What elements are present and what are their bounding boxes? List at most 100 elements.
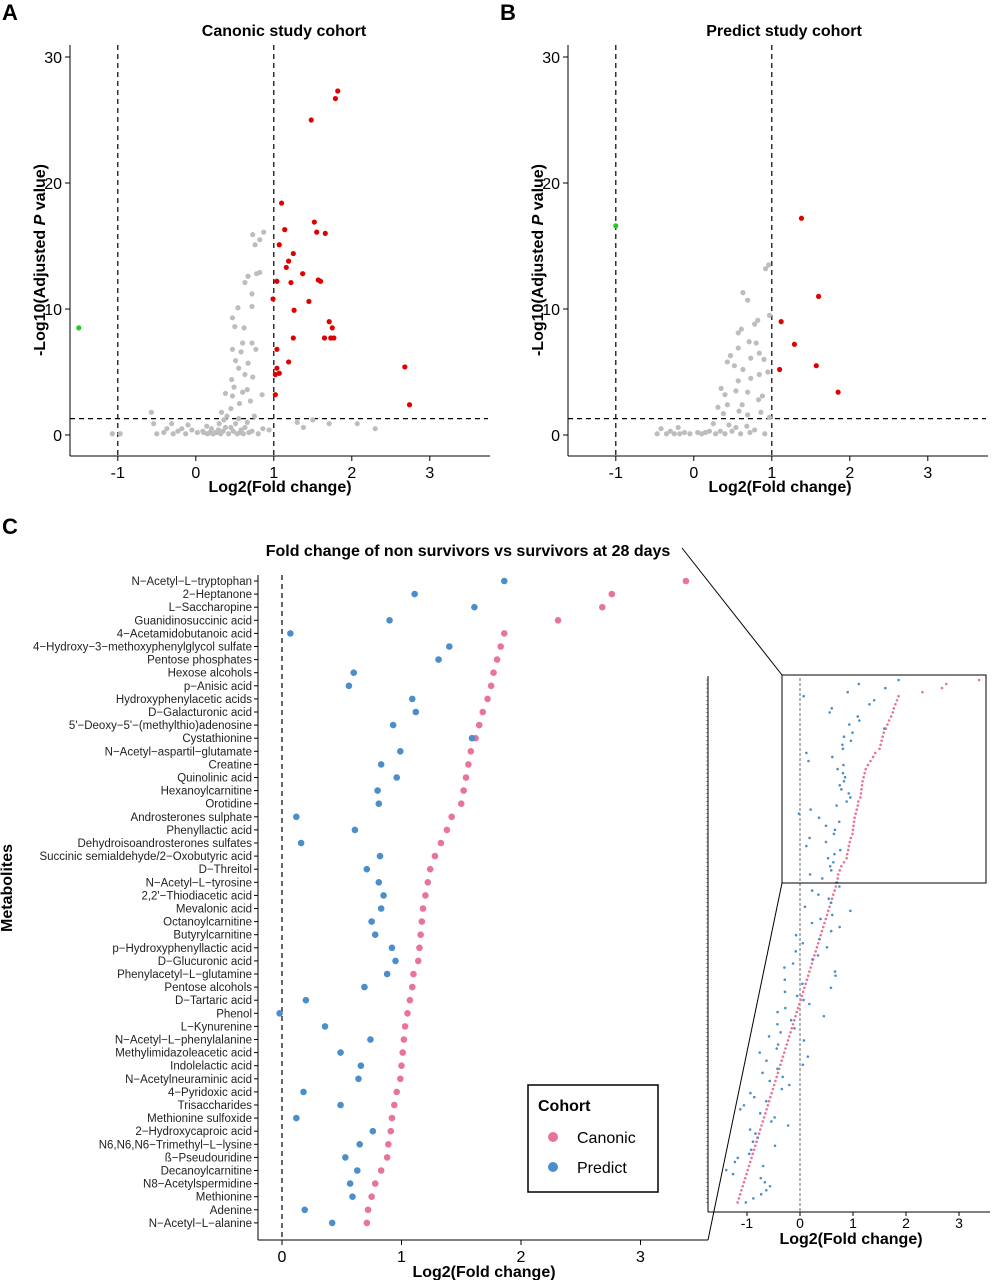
inset-point-canonic xyxy=(826,909,830,913)
b-point-ns xyxy=(722,392,728,398)
point-canonic xyxy=(398,1062,405,1069)
inset-point-predict xyxy=(761,1164,765,1168)
b-point-ns xyxy=(663,431,670,437)
point-predict xyxy=(337,1101,344,1109)
inset-point-predict xyxy=(758,1112,762,1115)
inset-point-canonic xyxy=(799,998,802,1002)
a-point-down xyxy=(76,325,82,331)
inset-point-predict xyxy=(783,966,786,969)
inset-point-canonic xyxy=(824,917,828,921)
a-point-ns xyxy=(185,422,191,428)
a-point-up xyxy=(290,335,296,341)
a-point-ns xyxy=(221,417,227,423)
inset-point-canonic xyxy=(794,1014,797,1018)
a-point-ns xyxy=(294,419,300,425)
a-point-ns xyxy=(300,424,307,431)
inset-point-predict xyxy=(842,735,846,738)
metabolite-label: N−Acetyl−L−tryptophan xyxy=(131,576,252,588)
a-point-ns xyxy=(228,424,234,431)
b-point-up xyxy=(798,215,805,221)
inset-point-predict xyxy=(833,828,837,832)
b-point-ns xyxy=(752,321,758,327)
inset-point-canonic xyxy=(852,820,856,824)
point-predict xyxy=(411,590,418,598)
b-point-ns xyxy=(713,431,719,437)
metabolite-label: N−Acetyl−L−tyrosine xyxy=(146,877,252,889)
metabolite-label: Trisaccharides xyxy=(178,1100,253,1112)
point-canonic xyxy=(487,682,495,690)
a-x-tick-label: 0 xyxy=(191,465,200,482)
metabolite-label: Dehydroisoandrosterones sulfates xyxy=(77,838,252,850)
inset-point-predict xyxy=(830,707,834,710)
inset-point-predict xyxy=(838,925,841,929)
legend-label-predict: Predict xyxy=(577,1160,627,1177)
b-point-ns xyxy=(675,424,681,431)
inset-point-predict xyxy=(770,1120,773,1123)
inset-point-predict xyxy=(847,792,851,795)
a-point-ns xyxy=(194,429,200,436)
b-point-ns xyxy=(724,402,730,408)
inset-point-predict xyxy=(802,694,806,698)
inset-point-predict xyxy=(759,1193,763,1196)
point-predict xyxy=(355,1075,362,1083)
metabolite-label: D−Galacturonic acid xyxy=(148,707,252,719)
a-point-ns xyxy=(224,413,230,419)
inset-point-predict xyxy=(801,982,804,986)
a-point-up xyxy=(402,364,408,370)
point-predict xyxy=(337,1049,344,1056)
inset-point-canonic xyxy=(746,1168,750,1172)
point-predict xyxy=(276,1010,283,1017)
inset-point-canonic xyxy=(770,1091,773,1095)
a-point-up xyxy=(326,319,332,325)
inset-point-canonic xyxy=(879,743,882,747)
b-point-ns xyxy=(729,428,735,434)
metabolite-label: Phenylacetyl−L−glutamine xyxy=(117,969,252,981)
inset-point-predict xyxy=(847,723,851,726)
inset-point-canonic xyxy=(743,1176,747,1180)
inset-point-predict xyxy=(840,788,843,791)
b-point-ns xyxy=(724,359,730,365)
point-canonic xyxy=(465,761,472,768)
metabolite-label: 2−Hydroxycaproic acid xyxy=(135,1126,252,1138)
inset-point-canonic xyxy=(861,779,864,783)
a-point-ns xyxy=(210,431,216,437)
b-point-ns xyxy=(715,404,721,410)
inset-point-predict xyxy=(857,682,861,686)
a-point-ns xyxy=(161,429,167,436)
inset-point-predict xyxy=(842,779,846,783)
inset-point-predict xyxy=(791,962,795,965)
inset-point-predict xyxy=(829,869,833,872)
inset-point-canonic xyxy=(842,860,846,864)
inset-point-canonic xyxy=(809,966,812,969)
a-point-ns xyxy=(249,340,255,346)
panel-a-threshold-lines xyxy=(70,45,488,456)
b-x-tick-label: 1 xyxy=(767,465,776,482)
inset-point-canonic xyxy=(849,836,853,840)
a-point-ns xyxy=(232,324,238,330)
inset-point-predict xyxy=(810,889,814,892)
inset-point-predict xyxy=(784,1006,787,1010)
inset-point-canonic xyxy=(813,954,816,957)
inset-point-canonic xyxy=(828,905,831,909)
a-point-ns xyxy=(229,346,236,352)
point-predict xyxy=(353,1167,361,1174)
inset-point-canonic xyxy=(775,1075,778,1079)
panel-b-y-label: -Log10(Adjusted P value) xyxy=(530,164,547,356)
point-canonic xyxy=(417,931,424,938)
inset-point-canonic xyxy=(834,885,838,888)
point-canonic xyxy=(418,918,426,925)
a-point-up xyxy=(286,258,292,264)
zoom-connector-top xyxy=(681,547,783,676)
inset-point-predict xyxy=(765,1059,768,1062)
a-point-up xyxy=(282,227,288,233)
point-canonic xyxy=(406,996,414,1004)
point-predict xyxy=(377,905,385,912)
inset-point-canonic xyxy=(836,873,840,876)
point-predict xyxy=(397,748,404,755)
point-canonic xyxy=(484,695,491,703)
b-point-ns xyxy=(748,375,754,381)
inset-point-canonic xyxy=(800,994,804,998)
inset-point-canonic xyxy=(823,921,826,925)
a-point-ns xyxy=(249,291,255,297)
point-canonic xyxy=(462,774,470,781)
